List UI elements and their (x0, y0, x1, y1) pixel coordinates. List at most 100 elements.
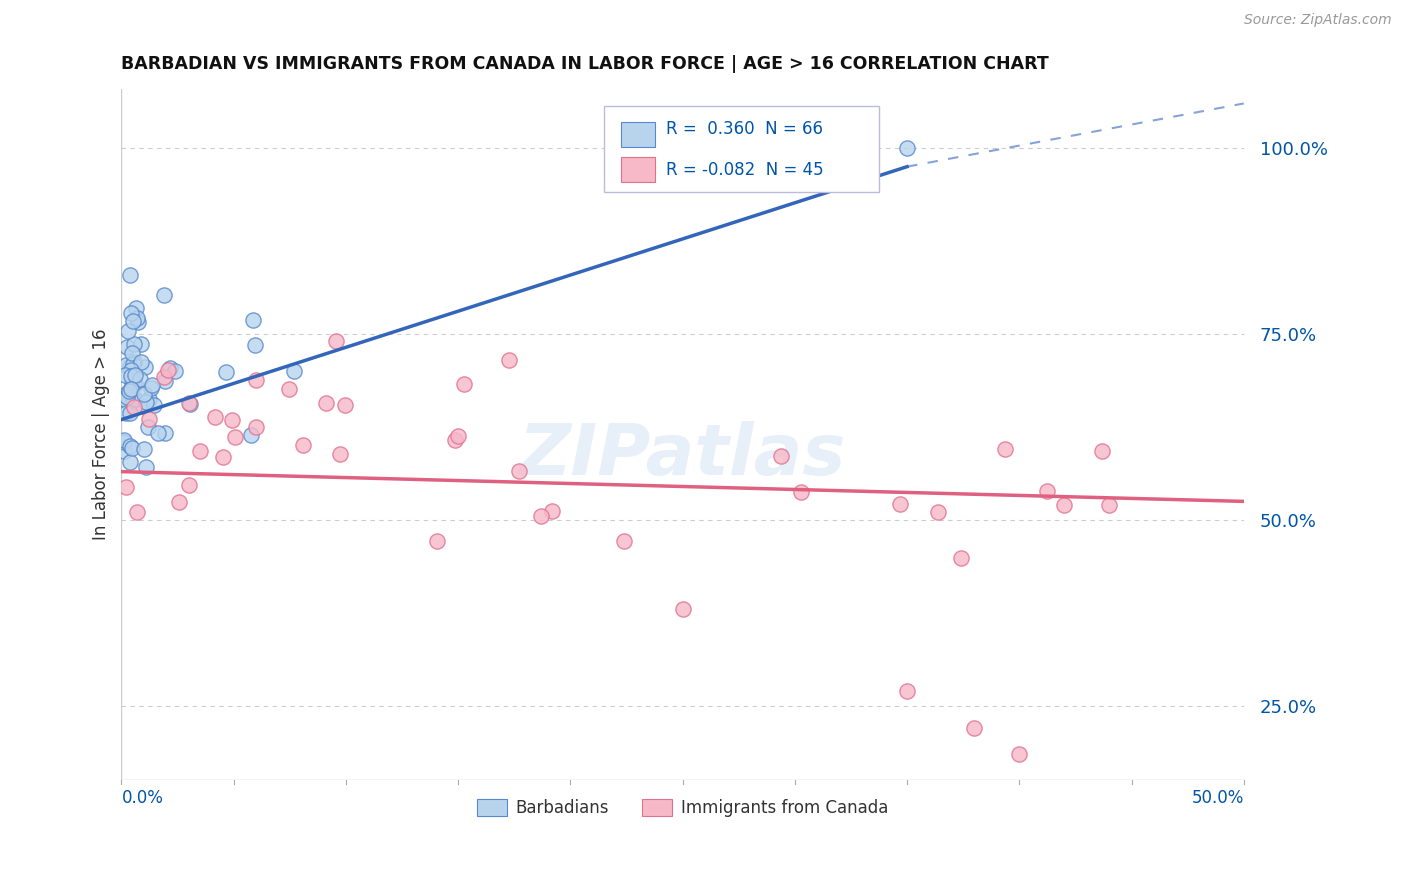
Point (498, 352, 520, 367)
Point (112, 433, 135, 447)
Point (121, 346, 143, 360)
Text: R =  0.360  N = 66: R = 0.360 N = 66 (666, 120, 823, 137)
Point (132, 387, 155, 401)
Point (117, 324, 139, 338)
Point (530, 509, 553, 524)
Point (114, 358, 136, 372)
Text: Source: ZipAtlas.com: Source: ZipAtlas.com (1244, 13, 1392, 28)
Point (114, 406, 136, 420)
Point (1091, 444, 1114, 458)
Point (112, 444, 135, 458)
Point (120, 268, 142, 282)
Point (120, 368, 142, 383)
Text: R = -0.082  N = 45: R = -0.082 N = 45 (666, 161, 824, 178)
Point (115, 340, 138, 354)
Point (333, 399, 356, 413)
Point (447, 429, 470, 443)
Point (444, 433, 467, 447)
Point (112, 388, 135, 402)
Text: 0.0%: 0.0% (121, 789, 163, 807)
Point (124, 392, 146, 406)
Point (125, 310, 148, 325)
Point (315, 396, 337, 410)
Point (122, 337, 145, 351)
Point (167, 495, 190, 509)
Point (129, 355, 152, 369)
Point (117, 387, 139, 401)
Point (165, 364, 187, 378)
Point (179, 397, 201, 411)
Point (148, 426, 170, 441)
Point (613, 534, 636, 549)
Text: BARBADIAN VS IMMIGRANTS FROM CANADA IN LABOR FORCE | AGE > 16 CORRELATION CHART: BARBADIAN VS IMMIGRANTS FROM CANADA IN L… (121, 55, 1049, 73)
Point (426, 534, 449, 549)
Point (114, 368, 136, 383)
Point (138, 392, 160, 406)
Point (129, 336, 152, 351)
Point (121, 376, 143, 391)
Point (127, 315, 149, 329)
Point (127, 505, 149, 519)
FancyBboxPatch shape (621, 157, 655, 182)
Point (121, 392, 143, 407)
Point (153, 288, 176, 302)
Point (124, 376, 146, 391)
Point (927, 505, 949, 519)
Point (325, 334, 347, 348)
Point (242, 313, 264, 327)
Point (1035, 483, 1057, 498)
Point (118, 454, 141, 468)
Point (128, 372, 150, 386)
Point (1008, 747, 1031, 762)
Point (224, 430, 246, 444)
Point (122, 354, 145, 368)
Point (671, 602, 693, 616)
Point (508, 465, 530, 479)
Point (121, 314, 143, 328)
Legend: Barbadians, Immigrants from Canada: Barbadians, Immigrants from Canada (471, 792, 894, 824)
Point (131, 399, 153, 413)
Point (245, 373, 267, 387)
Point (188, 443, 211, 458)
Point (245, 338, 267, 352)
Point (221, 413, 243, 427)
Point (159, 360, 181, 375)
Point (122, 400, 145, 414)
Point (283, 364, 305, 378)
Point (790, 484, 813, 499)
Point (121, 441, 143, 455)
Point (152, 369, 174, 384)
Point (215, 365, 238, 379)
Point (177, 396, 200, 410)
Point (141, 377, 163, 392)
Point (994, 442, 1017, 457)
Point (120, 306, 142, 320)
Point (541, 504, 564, 518)
Text: 50.0%: 50.0% (1191, 789, 1244, 807)
Point (135, 460, 157, 475)
FancyBboxPatch shape (621, 122, 655, 146)
Point (118, 439, 141, 453)
Point (156, 363, 179, 377)
Point (143, 398, 166, 412)
Point (115, 480, 138, 494)
Point (204, 410, 226, 425)
Point (134, 360, 156, 375)
Point (245, 419, 267, 434)
Point (118, 406, 141, 420)
Point (112, 435, 135, 450)
FancyBboxPatch shape (605, 106, 879, 193)
Point (121, 373, 143, 387)
Point (896, 684, 918, 698)
Point (329, 447, 352, 461)
Point (136, 419, 159, 434)
Point (139, 381, 162, 395)
Point (118, 384, 141, 399)
Point (1053, 498, 1076, 512)
Point (770, 449, 793, 463)
Point (949, 550, 972, 565)
Y-axis label: In Labor Force | Age > 16: In Labor Force | Age > 16 (93, 328, 110, 541)
Point (120, 363, 142, 377)
Point (115, 391, 138, 405)
Point (122, 357, 145, 371)
